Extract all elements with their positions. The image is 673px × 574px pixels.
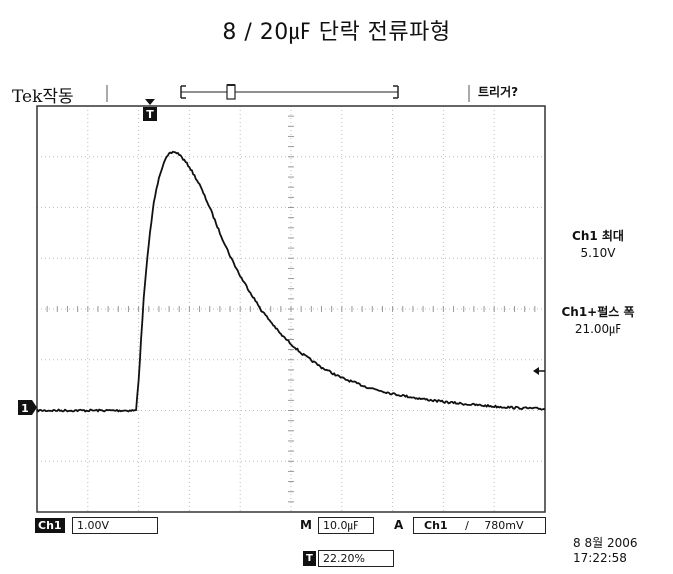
channel-1-marker-icon: 1 <box>18 400 37 415</box>
trigger-status: 트리거? <box>478 85 519 99</box>
channel-1-marker-label: 1 <box>21 402 29 415</box>
ch1-pulse-width-label: Ch1+펄스 폭 <box>561 305 635 319</box>
trigger-level-arrow-icon <box>533 367 545 375</box>
trigger-marker-label: T <box>146 108 154 121</box>
ch1-scale: 1.00V <box>72 517 158 534</box>
trigger-marker-icon: T <box>143 99 157 121</box>
page-title: 8 / 20㎌ 단락 전류파형 <box>222 20 451 45</box>
trigger-position-bracket <box>180 84 399 100</box>
ch1-trace <box>36 150 546 413</box>
timebase-label: M <box>300 518 312 532</box>
trigger-mode-label: A <box>394 518 404 532</box>
trigger-position-badge: T <box>303 551 316 566</box>
time: 17:22:58 <box>573 551 627 565</box>
timestamp: 8 8월 2006 17:22:58 <box>573 536 637 566</box>
ch1-max-value: 5.10V <box>580 246 616 260</box>
ch1-max-label: Ch1 최대 <box>572 229 624 243</box>
trigger-channel: Ch1 <box>424 519 448 532</box>
timebase-value: 10.0㎌ <box>318 517 374 534</box>
ch1-pulse-width-value: 21.00㎌ <box>574 322 622 336</box>
waveform-display: T 1 <box>18 99 546 513</box>
header-bar <box>106 84 470 102</box>
date: 8 8월 2006 <box>573 536 638 550</box>
screen-border <box>36 105 546 513</box>
scope-status-label: Tek작동 <box>12 87 74 107</box>
graticule <box>36 105 546 513</box>
trigger-settings: Ch1 ∕ 780mV <box>413 517 546 534</box>
ch1-badge: Ch1 <box>35 518 65 533</box>
trigger-level: 780mV <box>484 519 524 532</box>
trigger-slope-icon: ∕ <box>465 519 469 532</box>
trigger-position-value: 22.20% <box>318 550 394 567</box>
